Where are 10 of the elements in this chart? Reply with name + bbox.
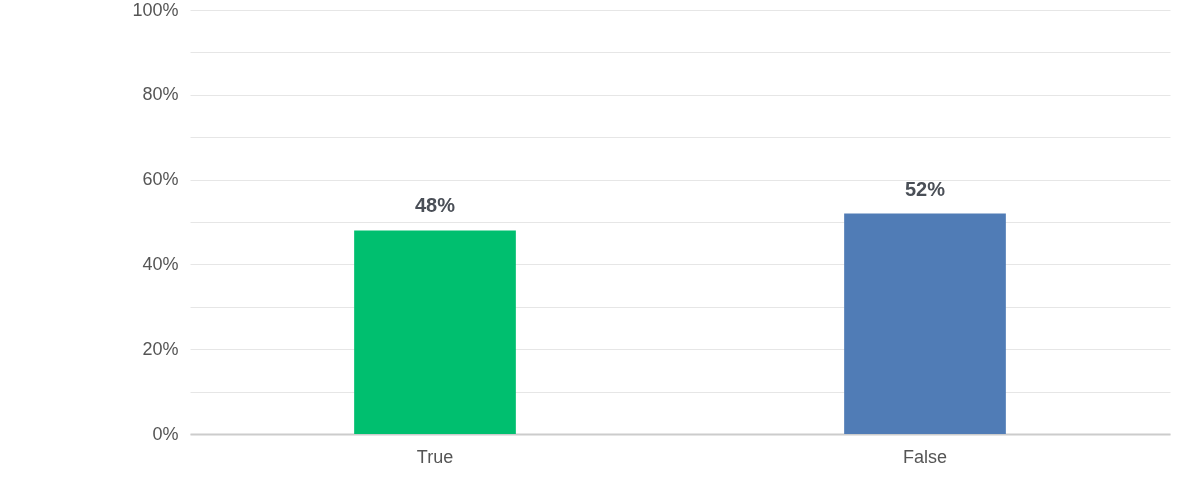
y-tick-label: 80% — [142, 84, 179, 105]
y-tick-label: 20% — [142, 338, 179, 359]
y-tick-label: 40% — [142, 253, 179, 274]
y-tick-label: 100% — [132, 0, 179, 20]
data-label: 48% — [414, 194, 456, 217]
x-tick-label: True — [416, 446, 454, 467]
y-tick-label: 0% — [152, 423, 179, 444]
x-tick-label: False — [902, 446, 948, 467]
data-label: 52% — [904, 177, 946, 200]
y-tick-label: 60% — [142, 169, 179, 190]
